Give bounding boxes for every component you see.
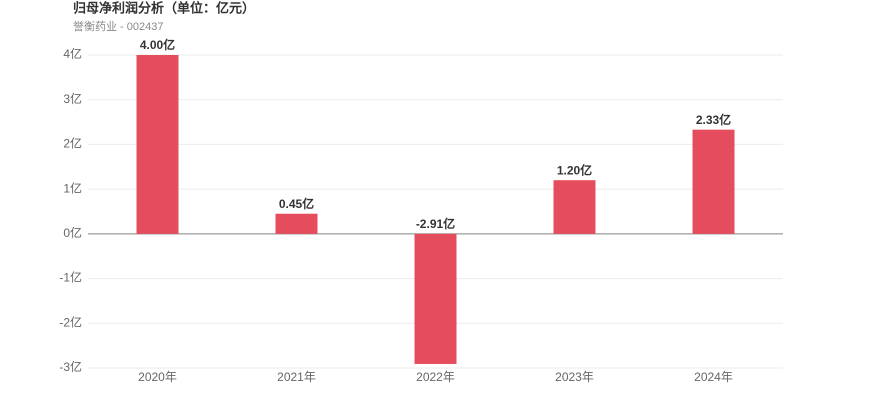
chart-title: 归母净利润分析（单位：亿元） — [73, 0, 255, 15]
x-tick-label: 2023年 — [555, 370, 594, 384]
value-label: -2.91亿 — [416, 216, 455, 231]
y-tick-label: -1亿 — [59, 270, 82, 285]
y-tick-label: 3亿 — [63, 91, 82, 106]
value-label: 0.45亿 — [279, 196, 314, 211]
chart-subtitle: 誉衡药业 - 002437 — [73, 19, 163, 33]
y-tick-label: 4亿 — [63, 46, 82, 61]
bar — [553, 180, 596, 234]
x-tick-label: 2022年 — [416, 370, 455, 384]
value-label: 2.33亿 — [696, 112, 731, 127]
x-tick-label: 2024年 — [694, 370, 733, 384]
y-tick-label: 0亿 — [63, 225, 82, 240]
y-tick-label: -3亿 — [59, 359, 82, 374]
bar — [136, 55, 179, 234]
y-tick-label: 1亿 — [63, 180, 82, 195]
bar — [692, 129, 735, 234]
value-label: 4.00亿 — [140, 37, 175, 52]
x-tick-label: 2020年 — [138, 370, 177, 384]
y-tick-label: 2亿 — [63, 136, 82, 151]
bar — [414, 233, 457, 364]
bar — [275, 213, 318, 234]
y-tick-label: -2亿 — [59, 314, 82, 329]
x-tick-label: 2021年 — [277, 370, 316, 384]
value-label: 1.20亿 — [557, 162, 592, 177]
